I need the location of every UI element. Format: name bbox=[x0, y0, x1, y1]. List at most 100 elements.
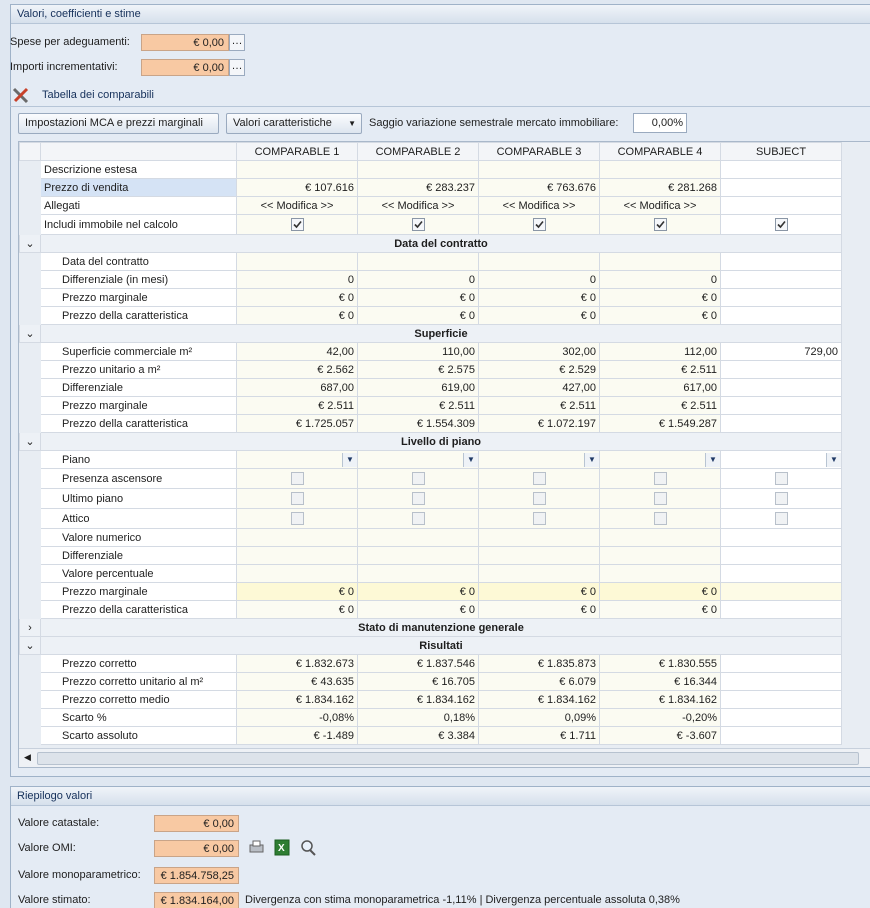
cell[interactable]: € 0 bbox=[599, 288, 721, 307]
checkbox[interactable] bbox=[290, 218, 304, 231]
cell[interactable]: € 1.554.309 bbox=[357, 414, 479, 433]
cell[interactable] bbox=[478, 252, 600, 271]
checkbox[interactable] bbox=[411, 492, 425, 505]
ellipsis-button[interactable]: … bbox=[229, 59, 245, 76]
cell[interactable] bbox=[599, 160, 721, 179]
cell[interactable] bbox=[720, 288, 842, 307]
cell[interactable]: << Modifica >> bbox=[599, 196, 721, 215]
cell[interactable]: << Modifica >> bbox=[236, 196, 358, 215]
cell[interactable]: € 3.384 bbox=[357, 726, 479, 745]
field-value[interactable]: € 1.854.758,25 bbox=[154, 867, 239, 884]
cell[interactable]: -0,08% bbox=[236, 708, 358, 727]
cell[interactable]: 0 bbox=[236, 270, 358, 289]
cell[interactable]: € 0 bbox=[236, 600, 358, 619]
cell[interactable]: € 0 bbox=[478, 600, 600, 619]
cell[interactable]: ▼ bbox=[236, 450, 358, 469]
cell[interactable] bbox=[720, 708, 842, 727]
cell[interactable] bbox=[720, 600, 842, 619]
cell[interactable]: € 107.616 bbox=[236, 178, 358, 197]
expander[interactable]: ⌄ bbox=[19, 432, 41, 451]
expander[interactable]: ⌄ bbox=[19, 234, 41, 253]
cell[interactable]: € 1.725.057 bbox=[236, 414, 358, 433]
cell[interactable]: € 0 bbox=[599, 600, 721, 619]
cell[interactable]: € 763.676 bbox=[478, 178, 600, 197]
field-value[interactable]: € 0,00 bbox=[154, 840, 239, 857]
cell[interactable]: € 0 bbox=[357, 288, 479, 307]
dropdown[interactable]: ▼ bbox=[359, 452, 478, 467]
cell[interactable] bbox=[720, 528, 842, 547]
cell[interactable] bbox=[236, 214, 358, 235]
cell[interactable] bbox=[720, 252, 842, 271]
cell[interactable]: € 0 bbox=[599, 306, 721, 325]
checkbox[interactable] bbox=[532, 492, 546, 505]
cell[interactable] bbox=[720, 360, 842, 379]
cell[interactable]: € -3.607 bbox=[599, 726, 721, 745]
cell[interactable]: € 6.079 bbox=[478, 672, 600, 691]
mca-button[interactable]: Impostazioni MCA e prezzi marginali bbox=[18, 113, 219, 134]
rate-input[interactable]: 0,00% bbox=[633, 113, 687, 133]
checkbox[interactable] bbox=[411, 218, 425, 231]
cell[interactable]: € 2.562 bbox=[236, 360, 358, 379]
cell[interactable]: € 0 bbox=[478, 582, 600, 601]
cell[interactable]: € 1.832.673 bbox=[236, 654, 358, 673]
cell[interactable] bbox=[720, 488, 842, 509]
cell[interactable]: 687,00 bbox=[236, 378, 358, 397]
cell[interactable]: € -1.489 bbox=[236, 726, 358, 745]
cell[interactable] bbox=[720, 672, 842, 691]
cell[interactable] bbox=[478, 214, 600, 235]
cell[interactable]: € 2.529 bbox=[478, 360, 600, 379]
cell[interactable] bbox=[720, 270, 842, 289]
expander[interactable]: ⌄ bbox=[19, 636, 41, 655]
cell[interactable] bbox=[236, 160, 358, 179]
cell[interactable] bbox=[720, 160, 842, 179]
cell[interactable]: 0 bbox=[478, 270, 600, 289]
cell[interactable]: € 1.835.873 bbox=[478, 654, 600, 673]
cell[interactable]: 110,00 bbox=[357, 342, 479, 361]
h-scrollbar[interactable]: ◀ bbox=[19, 748, 870, 767]
cell[interactable] bbox=[357, 508, 479, 529]
checkbox[interactable] bbox=[774, 512, 788, 525]
cell[interactable]: 619,00 bbox=[357, 378, 479, 397]
cell[interactable]: € 0 bbox=[357, 306, 479, 325]
cell[interactable] bbox=[478, 488, 600, 509]
checkbox[interactable] bbox=[653, 512, 667, 525]
cell[interactable] bbox=[478, 564, 600, 583]
ellipsis-button[interactable]: … bbox=[229, 34, 245, 51]
cell[interactable] bbox=[236, 468, 358, 489]
cell[interactable]: € 1.834.162 bbox=[236, 690, 358, 709]
values-dropdown[interactable]: Valori caratteristiche ▼ bbox=[226, 113, 362, 134]
cell[interactable] bbox=[599, 214, 721, 235]
cell[interactable] bbox=[599, 528, 721, 547]
cell[interactable] bbox=[720, 414, 842, 433]
cell[interactable]: € 0 bbox=[599, 582, 721, 601]
checkbox[interactable] bbox=[290, 512, 304, 525]
cell[interactable] bbox=[357, 564, 479, 583]
cell[interactable] bbox=[720, 546, 842, 565]
checkbox[interactable] bbox=[653, 492, 667, 505]
cell[interactable]: 112,00 bbox=[599, 342, 721, 361]
cell[interactable]: 0,09% bbox=[478, 708, 600, 727]
cell[interactable]: € 1.830.555 bbox=[599, 654, 721, 673]
cell[interactable]: 0 bbox=[357, 270, 479, 289]
cell[interactable]: ▼ bbox=[478, 450, 600, 469]
cell[interactable]: 0 bbox=[599, 270, 721, 289]
cell[interactable] bbox=[236, 564, 358, 583]
cell[interactable]: ▼ bbox=[357, 450, 479, 469]
cell[interactable]: € 1.549.287 bbox=[599, 414, 721, 433]
cell[interactable]: ▼ bbox=[720, 450, 842, 469]
checkbox[interactable] bbox=[774, 218, 788, 231]
cell[interactable] bbox=[478, 508, 600, 529]
cell[interactable] bbox=[720, 306, 842, 325]
checkbox[interactable] bbox=[532, 472, 546, 485]
cell[interactable]: € 16.344 bbox=[599, 672, 721, 691]
field-value[interactable]: € 0,00 bbox=[154, 815, 239, 832]
cell[interactable] bbox=[357, 488, 479, 509]
cell[interactable] bbox=[720, 582, 842, 601]
checkbox[interactable] bbox=[532, 218, 546, 231]
cell[interactable]: € 2.511 bbox=[478, 396, 600, 415]
dropdown[interactable]: ▼ bbox=[601, 452, 720, 467]
checkbox[interactable] bbox=[653, 472, 667, 485]
cell[interactable]: -0,20% bbox=[599, 708, 721, 727]
cell[interactable] bbox=[236, 508, 358, 529]
cell[interactable] bbox=[720, 654, 842, 673]
